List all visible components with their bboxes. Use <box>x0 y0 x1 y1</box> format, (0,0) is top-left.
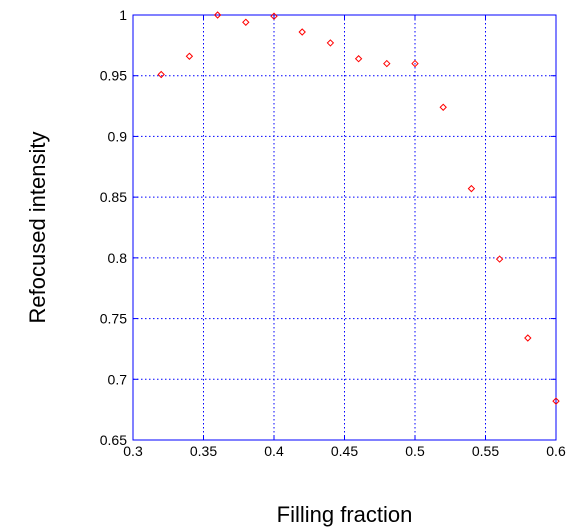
data-point <box>467 184 476 193</box>
data-point <box>439 103 447 111</box>
data-points <box>157 11 560 405</box>
y-tick-label: 0.75 <box>100 311 127 327</box>
data-point <box>242 18 250 26</box>
x-tick-label: 0.6 <box>546 443 566 459</box>
data-point <box>383 59 391 68</box>
x-tick-labels: 0.3 0.35 0.4 0.45 0.5 0.55 0.6 <box>123 443 566 459</box>
data-point <box>326 39 335 47</box>
x-tick-label: 0.4 <box>264 443 284 459</box>
y-tick-label: 0.8 <box>108 250 128 266</box>
x-tick-label: 0.5 <box>405 443 425 459</box>
y-tick-label: 1 <box>119 7 127 23</box>
y-tick-label: 0.7 <box>108 371 128 387</box>
data-point <box>270 12 278 20</box>
y-axis-label: Refocused intensity <box>25 132 50 324</box>
grid-lines <box>133 15 556 440</box>
axis-ticks <box>132 14 557 441</box>
y-tick-label: 0.85 <box>100 189 127 205</box>
x-tick-label: 0.55 <box>472 443 499 459</box>
data-point <box>552 397 560 405</box>
x-tick-label: 0.45 <box>331 443 358 459</box>
data-point <box>298 28 306 36</box>
y-tick-label: 0.65 <box>100 432 127 448</box>
y-tick-labels: 0.65 0.7 0.75 0.8 0.85 0.9 0.95 1 <box>100 7 127 448</box>
data-point <box>185 52 194 60</box>
data-point <box>213 11 222 19</box>
data-point <box>411 59 419 68</box>
x-tick-label: 0.35 <box>190 443 217 459</box>
data-point <box>524 334 532 342</box>
x-tick-label: 0.3 <box>123 443 143 459</box>
x-axis-label: Filling fraction <box>277 502 413 527</box>
y-tick-label: 0.9 <box>108 128 128 144</box>
data-point <box>495 255 504 263</box>
y-tick-label: 0.95 <box>100 68 127 84</box>
data-point <box>354 55 363 63</box>
data-point <box>157 70 165 79</box>
